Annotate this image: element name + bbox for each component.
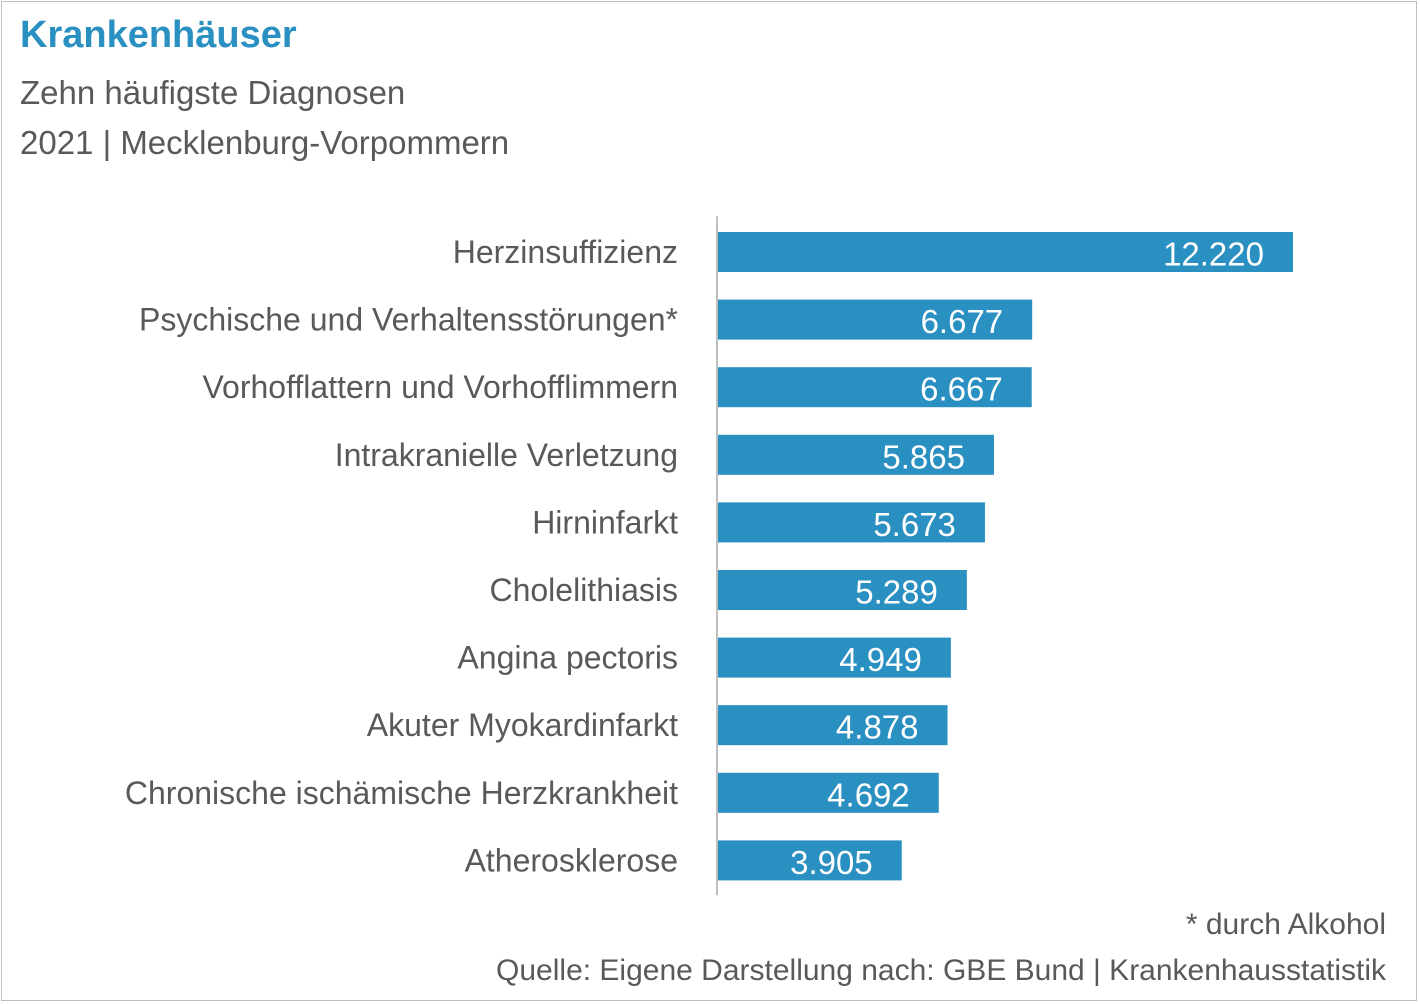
bar-value-label: 3.905 <box>790 844 873 881</box>
category-label: Chronische ischämische Herzkrankheit <box>125 775 678 811</box>
chart-subtitle-year-region: 2021 | Mecklenburg-Vorpommern <box>20 124 510 161</box>
bar-value-label: 12.220 <box>1163 236 1264 273</box>
bar <box>718 772 939 813</box>
category-label: Atherosklerose <box>465 842 678 878</box>
category-label: Herzinsuffizienz <box>453 234 678 270</box>
footnote-alcohol: * durch Alkohol <box>1185 908 1386 941</box>
bar <box>718 434 994 475</box>
chart-subtitle: Zehn häufigste Diagnosen <box>20 74 406 111</box>
bar-value-label: 6.677 <box>921 303 1004 340</box>
bar <box>718 705 948 746</box>
bar-value-label: 5.673 <box>873 506 956 543</box>
bar <box>718 367 1032 408</box>
bar-value-label: 5.865 <box>882 438 965 475</box>
category-label: Cholelithiasis <box>489 572 678 608</box>
bar-value-label: 4.949 <box>839 641 922 678</box>
category-label: Vorhofflattern und Vorhofflimmern <box>202 369 678 405</box>
bar <box>718 570 967 610</box>
category-label: Intrakranielle Verletzung <box>335 437 678 473</box>
bar <box>718 502 985 543</box>
category-label: Hirninfarkt <box>532 504 678 540</box>
chart-title: Krankenhäuser <box>20 14 297 56</box>
bar-value-label: 5.289 <box>855 574 938 611</box>
bar <box>718 840 902 881</box>
bar-value-label: 6.667 <box>920 371 1003 408</box>
source-note: Quelle: Eigene Darstellung nach: GBE Bun… <box>496 954 1386 987</box>
category-label: Akuter Myokardinfarkt <box>367 707 678 743</box>
bar <box>718 232 1293 272</box>
bar-value-label: 4.878 <box>836 709 919 746</box>
bar <box>718 299 1033 340</box>
bar <box>718 637 951 678</box>
category-label: Psychische und Verhaltensstörungen* <box>139 302 678 338</box>
category-label: Angina pectoris <box>457 640 678 676</box>
bar-value-label: 4.692 <box>827 776 910 813</box>
